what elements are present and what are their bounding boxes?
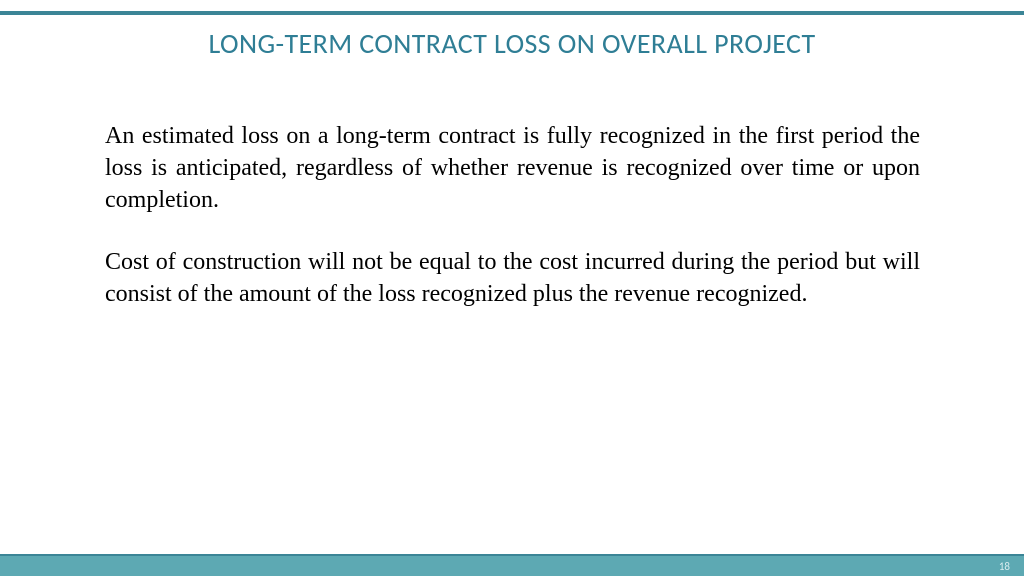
footer-bar: 18 <box>0 554 1024 576</box>
body-paragraph: An estimated loss on a long-term contrac… <box>105 120 920 216</box>
top-accent-rule <box>0 11 1024 15</box>
body-paragraph: Cost of construction will not be equal t… <box>105 246 920 310</box>
page-number: 18 <box>999 560 1010 573</box>
slide-body: An estimated loss on a long-term contrac… <box>105 120 920 340</box>
slide-title: LONG-TERM CONTRACT LOSS ON OVERALL PROJE… <box>0 26 1024 61</box>
slide: LONG-TERM CONTRACT LOSS ON OVERALL PROJE… <box>0 0 1024 576</box>
